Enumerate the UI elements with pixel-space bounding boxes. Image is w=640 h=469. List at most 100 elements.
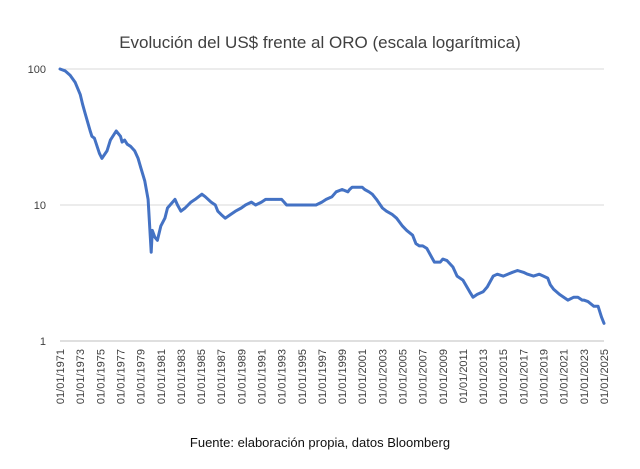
x-tick-label: 01/01/2007 [418,349,430,404]
data-point [294,203,298,207]
data-point [471,296,475,299]
data-point [244,203,247,207]
x-tick-label: 01/01/1999 [337,349,349,404]
data-point [304,203,308,207]
data-point [468,290,471,293]
x-tick-label: 01/01/1989 [236,349,248,404]
data-point [596,305,600,308]
data-point [58,67,62,71]
data-point [542,274,545,278]
x-tick-label: 01/01/1975 [95,349,107,404]
x-tick-label: 01/01/2009 [438,349,450,404]
data-point [282,200,286,204]
y-tick-label: 10 [34,200,46,212]
grid-layer [60,68,604,206]
x-tick-label: 01/01/1981 [156,349,168,404]
data-point [451,265,455,269]
data-point [254,203,257,207]
data-point [486,285,489,289]
source-note: Fuente: elaboración propia, datos Bloomb… [190,435,450,450]
data-point [173,198,177,201]
data-point [310,203,313,207]
data-point [63,69,67,73]
data-point [285,203,288,207]
data-point [264,198,267,201]
x-tick-label: 01/01/1977 [115,349,127,404]
x-tick-label: 01/01/1991 [256,349,268,404]
data-point [350,186,354,189]
data-point [367,190,371,193]
data-point [340,188,344,191]
data-point [109,138,112,142]
data-point [290,203,293,207]
x-tick-label: 01/01/1997 [317,349,329,404]
data-point [153,236,156,239]
data-point [526,273,529,276]
data-point [431,257,434,261]
data-point [401,224,404,228]
data-point [84,112,87,115]
data-point [183,206,187,210]
x-tick-label: 01/01/2023 [579,349,591,404]
data-point [204,195,207,198]
data-point [502,274,505,278]
data-point [346,190,350,193]
data-point [418,244,421,248]
x-tick-label: 01/01/1983 [176,349,188,404]
x-axis: 01/01/1971 01/01/1973 01/01/1975 01/01/1977… [55,349,611,404]
x-tick-label: 01/01/1979 [136,349,148,404]
chart-title: Evolución del US$ frente al ORO (escala … [119,33,521,52]
x-tick-label: 01/01/1971 [55,349,67,404]
data-point [549,283,552,286]
x-tick-label: 01/01/2003 [377,349,389,404]
data-point [89,129,92,133]
data-point [439,260,442,264]
data-point [381,206,384,210]
y-axis: 1 10 100 [28,64,46,348]
data-point [240,206,243,210]
data-point [81,103,84,106]
x-tick-label: 01/01/1995 [297,349,309,404]
data-point [395,217,398,220]
data-point [220,213,223,216]
data-point [414,242,418,245]
data-point [270,198,273,201]
data-point [133,149,136,153]
data-point [433,260,436,264]
data-point [105,149,109,153]
data-point [115,129,118,133]
data-point [476,293,479,296]
data-point [335,190,338,193]
data-point [320,200,324,204]
data-point [405,229,408,232]
data-point [385,210,388,213]
data-point [146,198,150,201]
x-tick-label: 01/01/1993 [277,349,289,404]
data-point [445,259,449,262]
data-point [100,157,104,160]
data-point [516,269,519,272]
data-point [602,322,606,325]
data-point [592,305,596,308]
data-point [572,296,575,299]
data-point [260,200,263,204]
x-tick-label: 01/01/2015 [498,349,510,404]
data-point [120,140,124,144]
data-point [119,135,122,138]
data-point [324,198,328,201]
data-point [582,298,585,302]
data-point [411,234,414,237]
data-point [552,288,555,291]
data-point [522,271,525,274]
data-point [189,200,193,204]
data-point [300,203,303,207]
data-point [129,145,132,148]
data-point [229,213,232,216]
data-point [250,200,253,204]
data-point [73,81,77,84]
y-tick-label: 100 [28,64,46,76]
data-point [200,193,204,196]
data-point [566,298,570,302]
data-point [123,138,126,142]
